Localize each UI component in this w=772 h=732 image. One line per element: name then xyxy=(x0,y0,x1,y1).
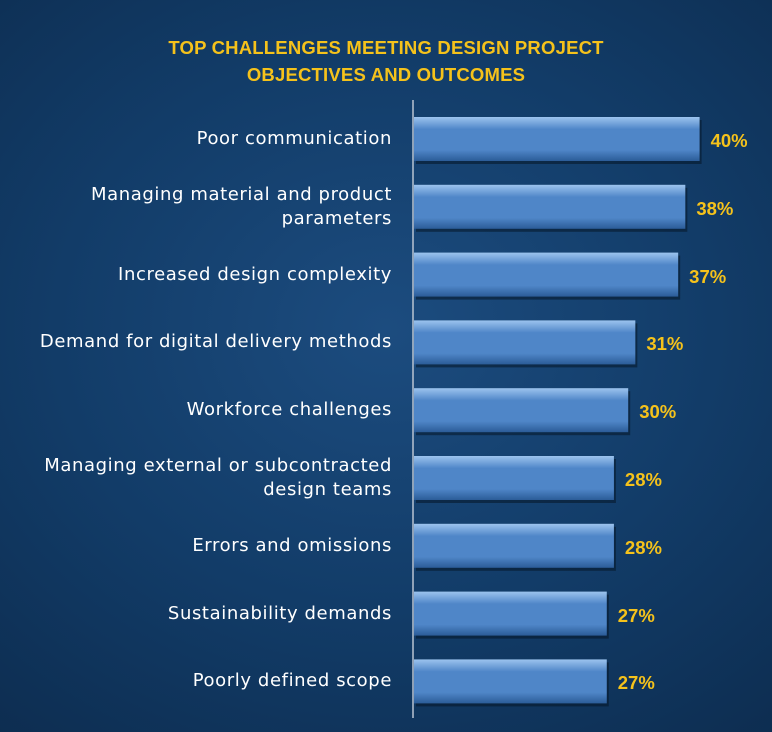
chart-title-line-1: TOP CHALLENGES MEETING DESIGN PROJECT xyxy=(168,37,604,58)
category-label-line: Increased design complexity xyxy=(118,263,392,285)
value-label: 40% xyxy=(710,130,748,151)
value-label: 31% xyxy=(646,333,684,355)
bar xyxy=(414,591,607,636)
category-label-line: Sustainability demands xyxy=(167,602,392,624)
bar xyxy=(414,184,686,229)
category-label: Errors and omissions xyxy=(0,534,392,558)
category-label-line: Errors and omissions xyxy=(192,534,392,556)
value-label: 38% xyxy=(696,197,734,219)
bar xyxy=(414,659,607,704)
chart-title-line-2: OBJECTIVES AND OUTCOMES xyxy=(246,64,526,85)
category-label: Poor communication xyxy=(0,127,392,151)
category-label-line: Managing material and product xyxy=(90,183,392,205)
value-label: 27% xyxy=(617,672,655,694)
category-label: Poorly defined scope xyxy=(0,669,392,693)
chart-title: TOP CHALLENGES MEETING DESIGN PROJECT OB… xyxy=(0,34,772,88)
category-label-line: Workforce challenges xyxy=(186,399,392,421)
category-label: Sustainability demands xyxy=(0,602,392,626)
bar xyxy=(414,523,614,568)
category-label-line: Demand for digital delivery methods xyxy=(39,331,392,353)
value-label: 30% xyxy=(639,401,677,423)
category-label-line: Poorly defined scope xyxy=(192,670,392,692)
category-label: Increased design complexity xyxy=(0,263,392,287)
category-label: Managing material and product parameters xyxy=(0,183,392,231)
value-label: 28% xyxy=(624,469,662,490)
bar xyxy=(414,252,679,297)
bar xyxy=(414,320,636,365)
value-label: 27% xyxy=(617,604,655,626)
bar xyxy=(414,456,614,500)
bar xyxy=(414,388,629,433)
category-label: Workforce challenges xyxy=(0,398,392,422)
category-label: Demand for digital delivery methods xyxy=(0,330,392,354)
value-label: 37% xyxy=(689,265,727,287)
category-label-line: Managing external or subcontracted xyxy=(44,455,392,476)
category-label: Managing external or subcontracted design… xyxy=(0,454,392,502)
category-label-line: design teams xyxy=(263,479,392,500)
bar xyxy=(414,117,700,161)
value-label: 28% xyxy=(624,536,662,558)
category-label-line: Poor communication xyxy=(196,128,392,149)
category-label-line: parameters xyxy=(281,207,392,229)
